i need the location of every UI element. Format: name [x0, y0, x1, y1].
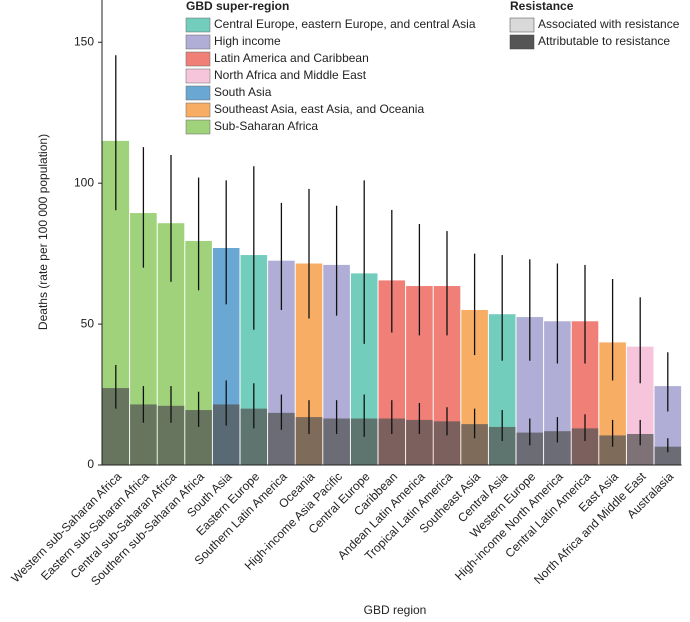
legend-label: High income: [214, 34, 281, 48]
legend-swatch: [185, 17, 211, 33]
legend-label: North Africa and Middle East: [214, 68, 367, 82]
legend-label: Associated with resistance: [538, 17, 680, 31]
legend-title: Resistance: [510, 0, 574, 13]
legend-swatch: [185, 51, 211, 67]
legend-swatch: [509, 34, 535, 50]
legend-title: GBD super-region: [186, 0, 289, 13]
y-tick-label: 50: [81, 316, 95, 330]
legend-label: Latin America and Caribbean: [214, 51, 369, 65]
legend-swatch: [185, 34, 211, 50]
legend-swatch: [185, 68, 211, 84]
legend-label: Southeast Asia, east Asia, and Oceania: [214, 102, 424, 116]
legend-label: Sub-Saharan Africa: [214, 119, 318, 133]
legend-swatch: [509, 17, 535, 33]
legend-label: Attributable to resistance: [538, 34, 670, 48]
x-tick-label: Eastern sub-Saharan Africa: [38, 469, 152, 583]
legend-label: South Asia: [214, 85, 272, 99]
y-tick-label: 100: [74, 175, 94, 189]
legend-swatch: [185, 102, 211, 118]
x-tick-label: Central sub-Saharan Africa: [68, 469, 180, 581]
y-tick-label: 150: [74, 34, 94, 48]
legend-swatch: [185, 85, 211, 101]
x-axis-title: GBD region: [364, 603, 427, 617]
y-axis-title: Deaths (rate per 100 000 population): [36, 134, 50, 330]
bar-attributable: [654, 446, 682, 465]
legend-label: Central Europe, eastern Europe, and cent…: [214, 17, 476, 31]
y-tick-label: 0: [87, 457, 94, 471]
legend-swatch: [185, 119, 211, 135]
